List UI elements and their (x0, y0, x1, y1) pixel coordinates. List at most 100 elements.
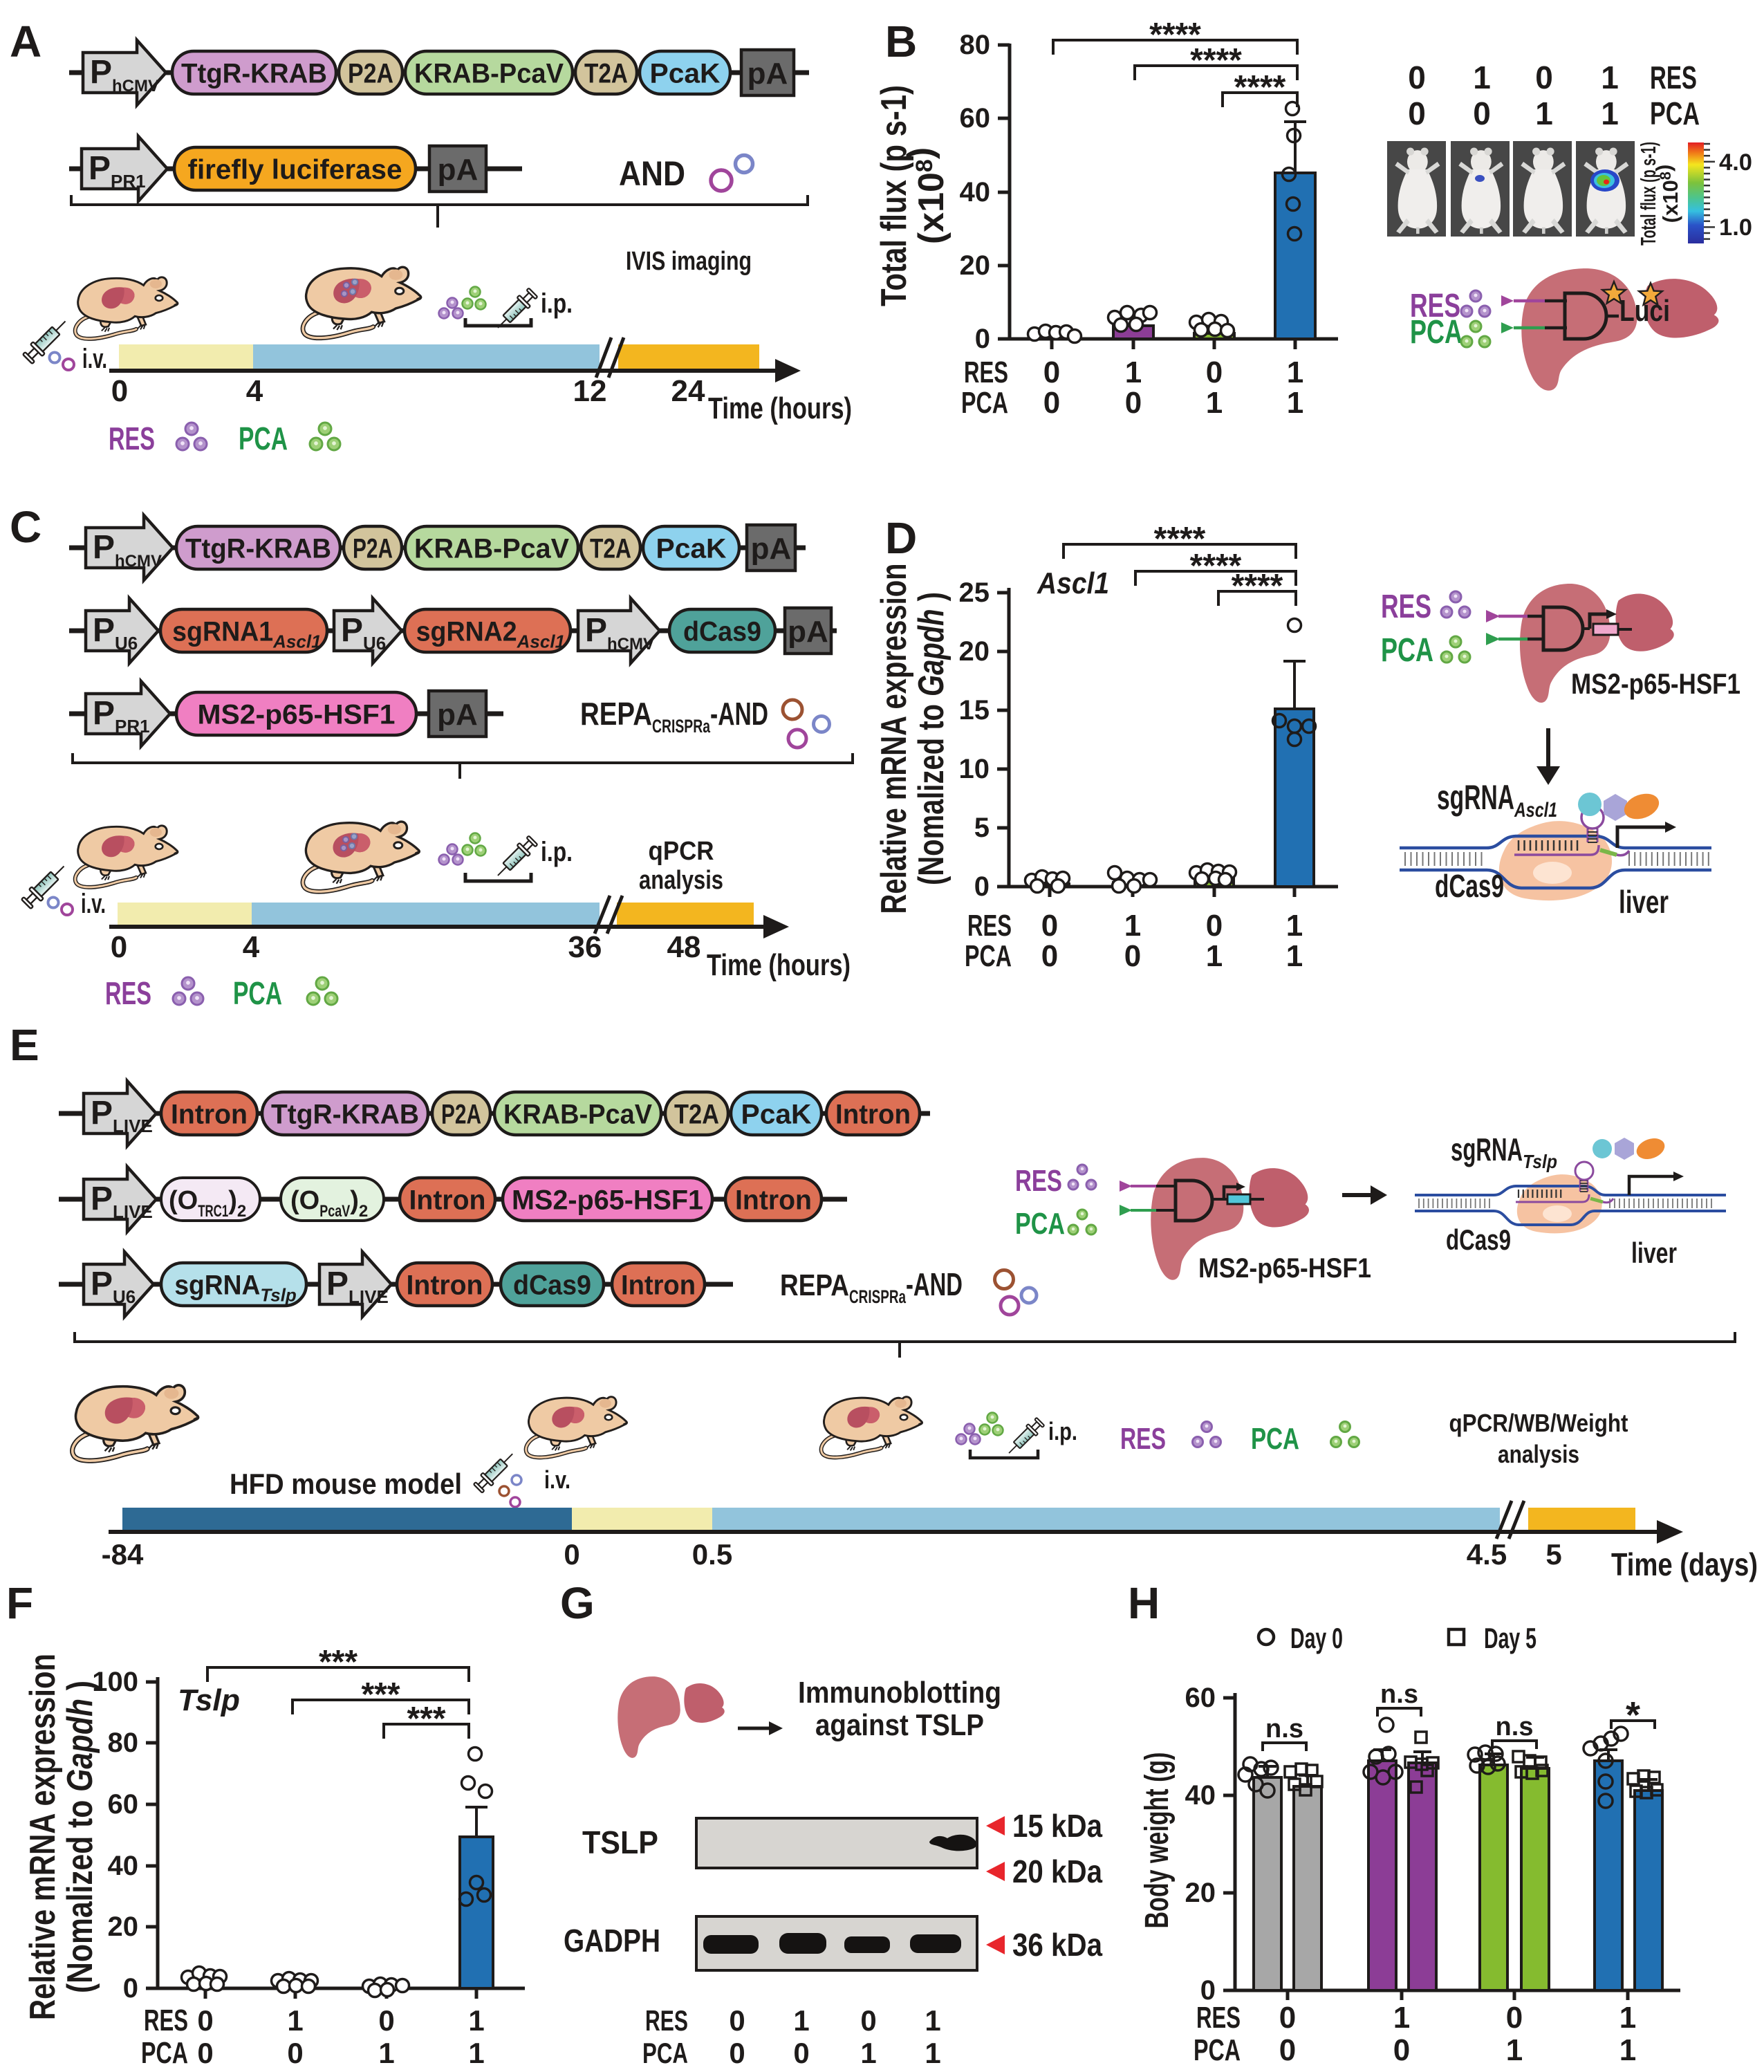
svg-text:0: 0 (729, 2004, 745, 2037)
svg-text:n.s: n.s (1380, 1680, 1418, 1709)
svg-text:Tslp: Tslp (178, 1683, 240, 1717)
svg-text:0: 0 (1408, 95, 1426, 131)
svg-text:HFD mouse model: HFD mouse model (230, 1468, 462, 1500)
svg-text:20: 20 (959, 636, 990, 667)
svg-text:RES: RES (1015, 1164, 1062, 1198)
svg-text:0: 0 (1041, 939, 1058, 973)
svg-text:PCA: PCA (642, 2037, 688, 2069)
svg-text:MS2-p65-HSF1: MS2-p65-HSF1 (1198, 1253, 1371, 1284)
svg-text:0: 0 (1124, 939, 1141, 973)
svg-text:****: **** (1234, 69, 1286, 106)
svg-text:sgRNATslp: sgRNATslp (1451, 1131, 1557, 1172)
svg-text:4: 4 (243, 930, 260, 964)
svg-text:Intron: Intron (407, 1270, 483, 1300)
svg-text:P2A: P2A (348, 58, 393, 89)
svg-text:Intron: Intron (409, 1185, 486, 1215)
svg-text:0: 0 (1206, 909, 1223, 943)
svg-text:PCA: PCA (1381, 632, 1433, 669)
svg-text:1: 1 (1619, 2033, 1636, 2067)
svg-text:0: 0 (1506, 2001, 1523, 2035)
svg-text:0: 0 (287, 2037, 303, 2069)
svg-text:PCA: PCA (1650, 95, 1700, 131)
svg-text:(Nomalized to Gapdh ): (Nomalized to Gapdh ) (60, 1681, 100, 1993)
svg-text:T2A: T2A (590, 533, 631, 564)
svg-text:40: 40 (108, 1851, 139, 1881)
svg-text:****: **** (1154, 521, 1206, 557)
svg-text:60: 60 (108, 1789, 139, 1820)
svg-text:RES: RES (1120, 1422, 1166, 1456)
svg-text:P2A: P2A (353, 533, 393, 564)
svg-text:dCas9: dCas9 (1435, 868, 1504, 904)
svg-text:0: 0 (123, 1973, 138, 2004)
svg-text:1: 1 (1125, 355, 1142, 389)
svg-text:pA: pA (788, 615, 828, 649)
svg-text:***: *** (319, 1644, 358, 1681)
svg-text:5: 5 (974, 813, 990, 843)
svg-text:Time (days): Time (days) (1611, 1546, 1758, 1582)
svg-text:***: *** (361, 1676, 400, 1713)
svg-text:0: 0 (1279, 2033, 1296, 2067)
svg-text:80: 80 (960, 30, 991, 60)
svg-text:MS2-p65-HSF1: MS2-p65-HSF1 (512, 1185, 703, 1215)
svg-text:dCas9: dCas9 (1446, 1223, 1511, 1256)
svg-text:KRAB-PcaV: KRAB-PcaV (414, 533, 569, 564)
svg-text:(OTRC1)2: (OTRC1)2 (169, 1186, 246, 1221)
svg-text:1: 1 (1393, 2001, 1410, 2035)
svg-text:1: 1 (1601, 95, 1619, 131)
svg-text:PCA: PCA (1194, 2033, 1241, 2067)
svg-text:0: 0 (975, 324, 990, 354)
svg-text:pA: pA (748, 57, 788, 91)
svg-text:RES: RES (144, 2004, 188, 2037)
svg-text:1: 1 (1506, 2033, 1523, 2067)
svg-text:0: 0 (1279, 2001, 1296, 2035)
svg-text:40: 40 (960, 177, 991, 207)
svg-text:sgRNATslp: sgRNATslp (174, 1270, 297, 1305)
svg-text:5: 5 (1545, 1538, 1561, 1571)
svg-text:G: G (560, 1578, 595, 1628)
svg-text:0: 0 (1041, 909, 1058, 943)
svg-text:0: 0 (1125, 386, 1142, 420)
svg-text:Intron: Intron (735, 1185, 812, 1215)
svg-text:P2A: P2A (441, 1099, 481, 1129)
svg-text:Total flux (p s-1): Total flux (p s-1) (874, 85, 914, 306)
svg-text:Time (hours): Time (hours) (708, 391, 852, 425)
svg-text:15 kDa: 15 kDa (1012, 1808, 1102, 1844)
svg-text:0: 0 (1408, 59, 1426, 95)
svg-text:RES: RES (109, 420, 155, 456)
svg-text:****: **** (1232, 568, 1283, 604)
svg-text:Relative mRNA expression: Relative mRNA expression (23, 1654, 63, 2020)
svg-text:0: 0 (1200, 1975, 1216, 2006)
svg-text:25: 25 (959, 577, 990, 608)
svg-text:TSLP: TSLP (582, 1824, 658, 1860)
svg-text:100: 100 (92, 1667, 138, 1697)
svg-text:F: F (6, 1578, 33, 1628)
svg-text:12: 12 (573, 374, 607, 408)
svg-text:1: 1 (925, 2037, 940, 2069)
svg-text:36 kDa: 36 kDa (1012, 1927, 1102, 1963)
svg-text:20: 20 (960, 250, 991, 281)
svg-text:KRAB-PcaV: KRAB-PcaV (414, 58, 564, 89)
svg-text:0.5: 0.5 (692, 1538, 732, 1571)
svg-text:Total flux (p s-1): Total flux (p s-1) (1636, 142, 1660, 246)
svg-text:60: 60 (1185, 1683, 1216, 1713)
svg-text:i.v.: i.v. (544, 1465, 570, 1494)
svg-text:KRAB-PcaV: KRAB-PcaV (503, 1099, 652, 1129)
svg-text:Intron: Intron (621, 1270, 696, 1300)
svg-text:1: 1 (1286, 909, 1303, 943)
svg-text:1: 1 (468, 2037, 484, 2069)
svg-text:PCA: PCA (1251, 1422, 1299, 1456)
svg-text:1.0: 1.0 (1719, 214, 1752, 241)
svg-text:PCA: PCA (1410, 314, 1463, 351)
svg-text:****: **** (1149, 17, 1201, 53)
svg-text:RES: RES (1381, 589, 1431, 625)
svg-text:MS2-p65-HSF1: MS2-p65-HSF1 (1571, 667, 1740, 700)
svg-text:0: 0 (729, 2037, 745, 2069)
svg-text:0: 0 (793, 2037, 809, 2069)
svg-text:0: 0 (1393, 2033, 1410, 2067)
svg-text:40: 40 (1185, 1780, 1216, 1811)
svg-text:PCA: PCA (233, 975, 282, 1011)
svg-text:RES: RES (964, 355, 1008, 389)
svg-text:0: 0 (1535, 59, 1553, 95)
svg-text:1: 1 (1601, 59, 1619, 95)
svg-text:sgRNA2Ascl1: sgRNA2Ascl1 (416, 616, 565, 651)
